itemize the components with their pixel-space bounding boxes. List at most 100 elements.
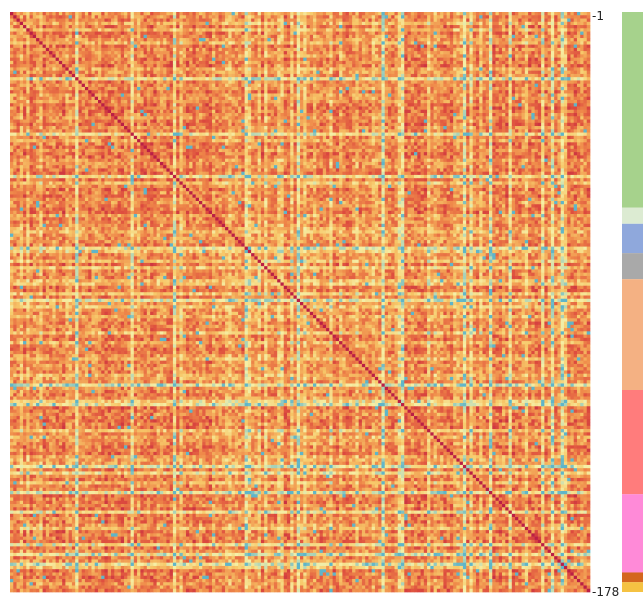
heatmap-cell (522, 28, 526, 32)
heatmap-cell (43, 19, 47, 23)
heatmap-cell (235, 19, 239, 23)
heatmap-cell (179, 25, 183, 29)
heatmap-cell (401, 19, 405, 23)
heatmap-cell (69, 22, 73, 26)
heatmap-cell (303, 22, 307, 26)
heatmap-cell (101, 12, 105, 16)
heatmap-cell (544, 15, 548, 19)
heatmap-cell (131, 19, 135, 23)
heatmap-cell (394, 12, 398, 16)
heatmap-cell (212, 15, 216, 19)
heatmap-cell (147, 15, 151, 19)
heatmap-cell (512, 25, 516, 29)
heatmap-cell (463, 15, 467, 19)
heatmap-cell (192, 12, 196, 16)
heatmap-cell (323, 22, 327, 26)
heatmap-cell (460, 28, 464, 32)
heatmap-cell (225, 28, 229, 32)
heatmap-cell (417, 25, 421, 29)
heatmap-cell (447, 25, 451, 29)
heatmap-cell (56, 12, 60, 16)
heatmap-cell (140, 22, 144, 26)
heatmap-cell (434, 25, 438, 29)
heatmap-cell (65, 22, 69, 26)
heatmap-cell (23, 28, 27, 32)
heatmap-cell (486, 15, 490, 19)
heatmap-cell (577, 15, 581, 19)
heatmap-cell (173, 12, 177, 16)
heatmap-cell (189, 19, 193, 23)
heatmap-cell (417, 12, 421, 16)
heatmap-cell (440, 15, 444, 19)
heatmap-cell (528, 25, 532, 29)
heatmap-cell (49, 32, 53, 36)
heatmap-cell (206, 22, 210, 26)
heatmap-cell (385, 15, 389, 19)
heatmap-cell (219, 12, 223, 16)
heatmap-cell (388, 22, 392, 26)
heatmap-cell (121, 15, 125, 19)
heatmap-cell (570, 28, 574, 32)
heatmap-cell (414, 12, 418, 16)
heatmap-cell (147, 19, 151, 23)
heatmap-cell (46, 12, 50, 16)
heatmap-cell (450, 12, 454, 16)
heatmap-cell (473, 15, 477, 19)
heatmap-cell (378, 22, 382, 26)
heatmap-cell (163, 25, 167, 29)
heatmap-cell (140, 25, 144, 29)
heatmap-cell (479, 28, 483, 32)
heatmap-cell (59, 32, 63, 36)
heatmap-cell (443, 25, 447, 29)
heatmap-cell (280, 15, 284, 19)
heatmap-cell (104, 22, 108, 26)
heatmap-cell (355, 22, 359, 26)
heatmap-cell (512, 15, 516, 19)
heatmap-cell (49, 15, 53, 19)
heatmap-cell (91, 32, 95, 36)
heatmap-cell (85, 25, 89, 29)
heatmap-cell (398, 12, 402, 16)
heatmap-cell (427, 25, 431, 29)
heatmap-cell (385, 28, 389, 32)
heatmap-cell (496, 19, 500, 23)
heatmap-cell (30, 19, 34, 23)
heatmap-cell (554, 15, 558, 19)
heatmap-cell (310, 12, 314, 16)
heatmap-cell (427, 22, 431, 26)
heatmap-cell (414, 28, 418, 32)
heatmap-cell (473, 19, 477, 23)
heatmap-cell (535, 15, 539, 19)
heatmap-cell (528, 12, 532, 16)
heatmap-cell (39, 32, 43, 36)
heatmap-cell (368, 22, 372, 26)
heatmap-cell (225, 12, 229, 16)
heatmap-cell (541, 22, 545, 26)
heatmap-cell (163, 12, 167, 16)
heatmap-cell (33, 15, 37, 19)
heatmap-cell (290, 15, 294, 19)
heatmap-cell (30, 25, 34, 29)
heatmap-cell (466, 19, 470, 23)
heatmap-cell (20, 22, 24, 26)
heatmap-cell (561, 25, 565, 29)
heatmap-cell (179, 28, 183, 32)
heatmap-cell (232, 28, 236, 32)
heatmap-cell (144, 22, 148, 26)
heatmap-cell (479, 25, 483, 29)
heatmap-cell (313, 12, 317, 16)
heatmap-cell (398, 19, 402, 23)
heatmap-cell (466, 28, 470, 32)
heatmap-cell (150, 28, 154, 32)
heatmap-cell (522, 25, 526, 29)
heatmap-cell (456, 12, 460, 16)
heatmap-cell (515, 25, 519, 29)
heatmap-cell (183, 22, 187, 26)
heatmap-cell (91, 28, 95, 32)
heatmap-cell (160, 19, 164, 23)
heatmap-cell (411, 28, 415, 32)
heatmap-cell (140, 28, 144, 32)
heatmap-cell (104, 12, 108, 16)
heatmap-cell (352, 28, 356, 32)
heatmap-cell (222, 12, 226, 16)
